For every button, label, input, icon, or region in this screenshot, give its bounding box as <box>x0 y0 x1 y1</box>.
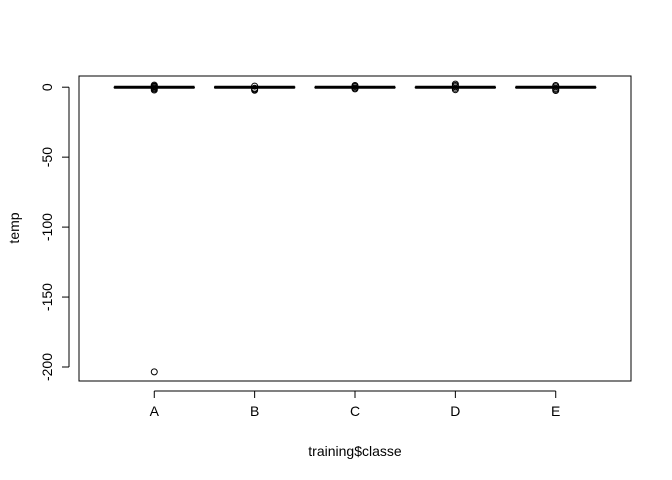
x-tick-label: B <box>250 403 259 419</box>
outlier-point <box>552 87 560 95</box>
box-E <box>515 82 597 95</box>
y-axis: 0 -50 -100 -150 -200 <box>39 83 70 381</box>
box-C <box>314 82 396 93</box>
outlier-point <box>150 86 158 94</box>
box-B <box>213 82 296 94</box>
x-tick-label: E <box>551 403 560 419</box>
y-axis-title: temp <box>6 212 22 243</box>
outlier-point <box>150 368 158 376</box>
y-tick-label: -100 <box>39 213 55 241</box>
x-axis: A B C D E <box>150 390 560 419</box>
boxes <box>113 80 597 376</box>
outlier-point <box>251 86 259 94</box>
x-tick-label: D <box>450 403 460 419</box>
x-tick-label: A <box>150 403 160 419</box>
y-tick-label: -150 <box>39 283 55 311</box>
box-D <box>414 80 497 94</box>
outlier-point <box>451 86 459 94</box>
y-tick-label: -200 <box>39 353 55 381</box>
y-tick-label: 0 <box>39 83 55 91</box>
y-tick-label: -50 <box>39 147 55 167</box>
plot-frame <box>78 75 632 382</box>
x-axis-title: training$classe <box>308 443 402 459</box>
outlier-point <box>351 85 359 93</box>
outlier-point <box>251 82 259 90</box>
box-A <box>113 81 195 376</box>
x-tick-label: C <box>350 403 360 419</box>
